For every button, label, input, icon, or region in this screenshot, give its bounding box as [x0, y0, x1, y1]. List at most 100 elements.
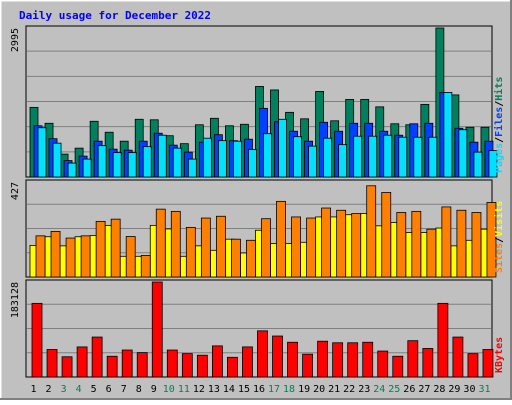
x-tick-label-16: 16: [253, 384, 265, 395]
series-sites: [35, 185, 497, 278]
legend-separator: /: [494, 101, 505, 107]
bar-pages-2: [52, 142, 62, 178]
bar-sites-13: [215, 215, 226, 278]
legend-separator: /: [494, 237, 505, 243]
bar-sites-20: [321, 207, 332, 278]
y-max-label: 183128: [10, 282, 21, 318]
x-tick-label-18: 18: [283, 384, 295, 395]
bar-kbytes-21: [332, 342, 344, 378]
bar-pages-3: [67, 162, 77, 178]
bar-kbytes-14: [227, 356, 238, 378]
bar-pages-6: [112, 152, 122, 178]
bar-pages-15: [248, 149, 257, 178]
legend-hits: Hits: [493, 77, 505, 101]
x-tick-label-14: 14: [223, 384, 235, 395]
bar-sites-8: [140, 255, 151, 278]
bar-pages-5: [97, 145, 107, 178]
bar-pages-10: [172, 147, 182, 178]
bar-pages-26: [413, 136, 423, 178]
x-tick-label-17: 17: [268, 384, 280, 395]
bar-pages-24: [383, 134, 393, 178]
bar-pages-13: [217, 140, 227, 178]
bar-pages-16: [263, 133, 272, 178]
bar-sites-1: [35, 235, 46, 278]
bar-pages-27: [428, 136, 438, 178]
bar-sites-4: [80, 235, 91, 278]
bar-sites-7: [125, 236, 136, 278]
legend: Pages/Files/Hits: [493, 77, 505, 173]
bar-kbytes-5: [91, 336, 103, 378]
bar-pages-21: [338, 144, 348, 178]
x-tick-label-3: 3: [61, 384, 67, 395]
x-tick-label-23: 23: [358, 384, 370, 395]
bar-kbytes-9: [151, 281, 163, 378]
y-max-label: 427: [10, 182, 21, 200]
bar-kbytes-30: [467, 353, 479, 378]
bar-pages-7: [127, 152, 137, 178]
x-tick-label-4: 4: [76, 384, 82, 395]
bar-kbytes-24: [377, 350, 389, 378]
bar-kbytes-7: [121, 349, 133, 378]
legend-sites: Sites: [493, 243, 505, 273]
x-tick-label-7: 7: [121, 384, 127, 395]
bar-sites-30: [471, 212, 482, 278]
x-tick-label-27: 27: [418, 384, 430, 395]
x-tick-label-26: 26: [403, 384, 415, 395]
bar-sites-28: [441, 206, 452, 278]
bar-sites-5: [95, 220, 106, 278]
bar-kbytes-23: [362, 341, 374, 378]
bar-sites-10: [170, 210, 181, 278]
x-tick-label-11: 11: [178, 384, 190, 395]
x-tick-label-29: 29: [448, 384, 460, 395]
bar-sites-3: [65, 237, 76, 278]
bar-sites-21: [336, 209, 347, 278]
bar-kbytes-1: [31, 302, 43, 378]
bar-pages-8: [142, 146, 152, 178]
bar-sites-25: [396, 212, 407, 278]
x-tick-label-15: 15: [238, 384, 250, 395]
legend-files: Files: [493, 107, 505, 137]
bar-pages-29: [458, 129, 468, 178]
bar-kbytes-27: [422, 348, 434, 378]
legend: KBytes: [494, 337, 505, 373]
x-tick-label-9: 9: [151, 384, 157, 395]
bar-sites-26: [411, 210, 422, 278]
panel-visits-sites: 427 Sites/Visits: [10, 179, 505, 278]
bar-kbytes-15: [242, 346, 253, 378]
bar-kbytes-3: [61, 356, 73, 378]
x-axis-labels: 1 2 3 4 5 6 7 8 9 10 11 12 13 14 15 16 17 18 19 20 21 22 23 24 2…: [31, 384, 491, 395]
x-tick-label-30: 30: [463, 384, 475, 395]
bar-sites-15: [246, 239, 256, 278]
x-tick-label-13: 13: [208, 384, 220, 395]
bar-pages-28: [443, 92, 453, 178]
bar-kbytes-17: [272, 335, 283, 378]
legend-separator: /: [494, 137, 505, 143]
bar-kbytes-16: [257, 330, 268, 378]
bar-pages-14: [233, 140, 242, 178]
bar-sites-12: [200, 217, 211, 278]
bar-kbytes-31: [482, 349, 494, 378]
bar-pages-19: [308, 145, 317, 178]
chart-panels: 2995Pages/Files/Hits427Sites/Visits18312…: [10, 25, 505, 378]
legend-visits: Visits: [493, 201, 505, 237]
bar-sites-24: [381, 192, 392, 278]
bar-kbytes-10: [166, 349, 178, 378]
x-tick-label-20: 20: [313, 384, 325, 395]
bar-sites-23: [366, 185, 377, 278]
bar-pages-9: [157, 134, 167, 178]
bar-kbytes-11: [181, 353, 193, 378]
x-tick-label-25: 25: [388, 384, 400, 395]
bar-kbytes-18: [287, 341, 298, 378]
bar-pages-17: [278, 118, 287, 178]
bar-sites-6: [110, 218, 121, 278]
bar-kbytes-29: [452, 336, 464, 378]
bar-kbytes-4: [76, 346, 88, 378]
bar-pages-30: [473, 151, 483, 178]
x-tick-label-19: 19: [298, 384, 310, 395]
bar-kbytes-2: [46, 349, 58, 378]
x-tick-label-10: 10: [163, 384, 175, 395]
bar-pages-31: [488, 150, 498, 178]
x-tick-label-22: 22: [343, 384, 355, 395]
bar-pages-20: [323, 137, 333, 178]
